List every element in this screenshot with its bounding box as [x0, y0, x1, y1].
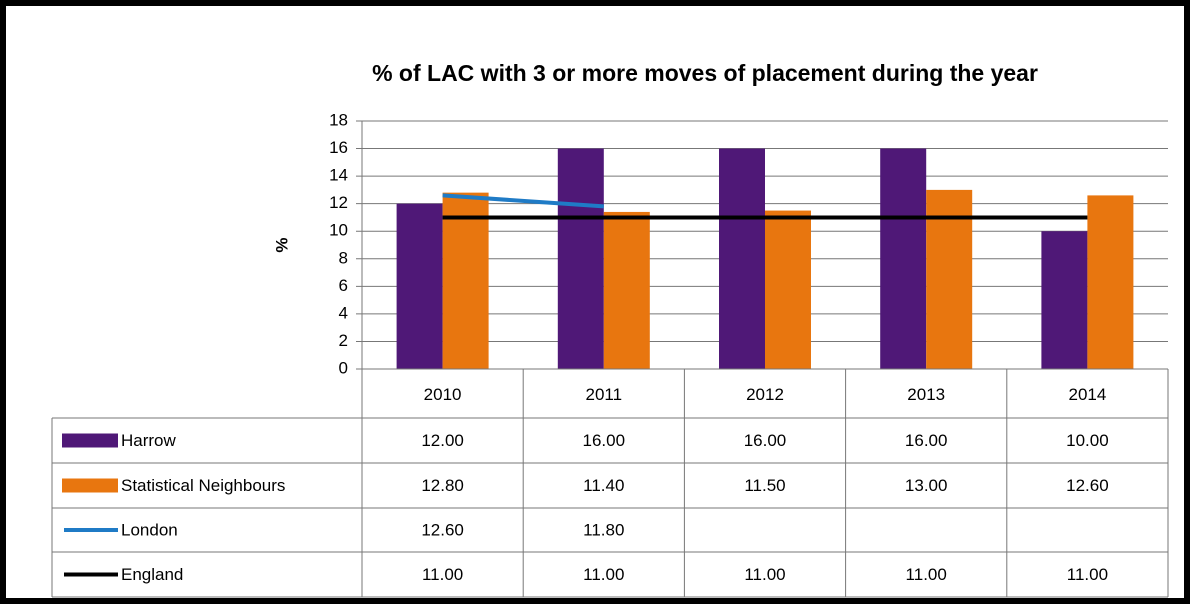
table-value: 11.50	[744, 476, 785, 495]
y-tick-label: 12	[329, 193, 348, 212]
table-value: 16.00	[583, 431, 626, 450]
bar	[880, 148, 927, 369]
table-value: 13.00	[905, 476, 948, 495]
bar	[1087, 195, 1134, 369]
legend-key	[62, 433, 118, 448]
table-value: 11.00	[906, 565, 947, 584]
y-tick-label: 8	[339, 248, 348, 267]
bar	[765, 210, 811, 369]
table-value: 12.60	[1066, 476, 1109, 495]
legend-label: London	[121, 520, 178, 539]
legend-label: Statistical Neighbours	[121, 476, 285, 495]
y-tick-label: 2	[339, 331, 348, 350]
table-value: 16.00	[905, 431, 948, 450]
table-value: 10.00	[1066, 431, 1109, 450]
y-tick-label: 16	[329, 138, 348, 157]
table-value: 11.00	[583, 565, 624, 584]
table-value: 11.00	[422, 565, 463, 584]
y-tick-label: 10	[329, 221, 348, 240]
x-tick-label: 2014	[1068, 385, 1106, 404]
table-value: 16.00	[744, 431, 787, 450]
table-value: 12.00	[421, 431, 464, 450]
bar	[1041, 231, 1088, 369]
table-value: 11.80	[583, 520, 624, 539]
y-tick-label: 6	[339, 276, 348, 295]
y-axis-label: %	[272, 237, 291, 252]
bar	[396, 203, 443, 369]
y-tick-label: 18	[329, 110, 348, 129]
legend-label: England	[121, 565, 183, 584]
table-value: 11.40	[583, 476, 624, 495]
bar	[603, 211, 650, 369]
table-value: 11.00	[1067, 565, 1108, 584]
y-tick-label: 0	[339, 358, 348, 377]
chart-title: % of LAC with 3 or more moves of placeme…	[372, 60, 1038, 86]
table-value: 12.80	[421, 476, 464, 495]
x-tick-label: 2010	[424, 385, 462, 404]
table-value: 12.60	[421, 520, 464, 539]
x-tick-label: 2013	[907, 385, 945, 404]
x-tick-label: 2011	[586, 385, 623, 404]
y-tick-label: 4	[339, 303, 348, 322]
legend-label: Harrow	[121, 431, 177, 450]
y-tick-label: 14	[329, 166, 348, 185]
bar	[926, 189, 973, 369]
table-value: 11.00	[744, 565, 785, 584]
bar	[719, 148, 765, 369]
bar	[442, 192, 489, 369]
x-tick-label: 2012	[746, 385, 784, 404]
line	[442, 193, 604, 209]
legend-key	[62, 478, 118, 493]
bar	[557, 148, 604, 369]
